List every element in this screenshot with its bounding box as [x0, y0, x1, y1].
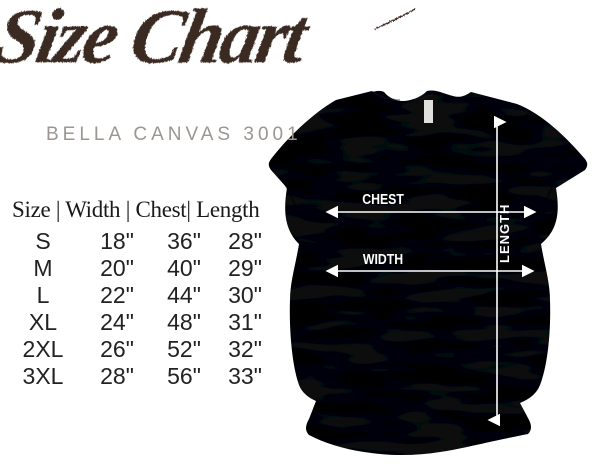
- svg-text:WIDTH: WIDTH: [363, 251, 403, 267]
- svg-text:CHEST: CHEST: [362, 191, 404, 207]
- svg-text:Size Chart: Size Chart: [0, 0, 317, 80]
